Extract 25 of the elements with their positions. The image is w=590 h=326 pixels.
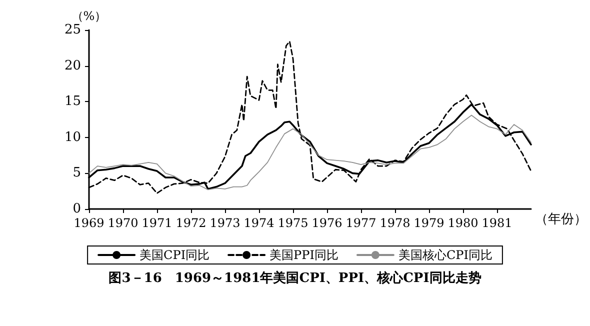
y-tick-label: 0	[72, 202, 81, 216]
y-tick-label: 5	[72, 166, 81, 181]
x-tick-label: 1979	[414, 216, 444, 230]
y-tick-label: 10	[64, 130, 81, 145]
x-tick-label: 1970	[108, 216, 138, 230]
x-tick-label: 1976	[312, 216, 342, 230]
x-tick-label: 1971	[142, 216, 172, 230]
y-tick-label: 20	[64, 58, 81, 74]
x-axis-title: （年份）	[535, 212, 587, 227]
y-tick-label: 25	[64, 22, 81, 38]
y-tick-label: 15	[64, 94, 81, 110]
x-tick-label: 1978	[380, 216, 410, 230]
y-axis-title: （%）	[71, 9, 107, 23]
x-tick-label: 1975	[278, 216, 308, 230]
x-tick-label: 1972	[176, 216, 206, 230]
x-tick-label: 1981	[482, 216, 512, 230]
x-tick-label: 1977	[346, 216, 376, 230]
x-tick-label: 1969	[74, 216, 104, 230]
legend-label: 美国核心CPI同比	[398, 248, 492, 262]
legend-label: 美国CPI同比	[140, 248, 210, 262]
x-tick-label: 1973	[210, 216, 240, 230]
x-tick-label: 1980	[448, 216, 478, 230]
text: 图3－16 1969～1981年美国CPI、PPI、核心CPI同比走势	[108, 270, 482, 286]
legend-label: 美国PPI同比	[270, 248, 338, 262]
x-tick-label: 1974	[244, 216, 275, 230]
